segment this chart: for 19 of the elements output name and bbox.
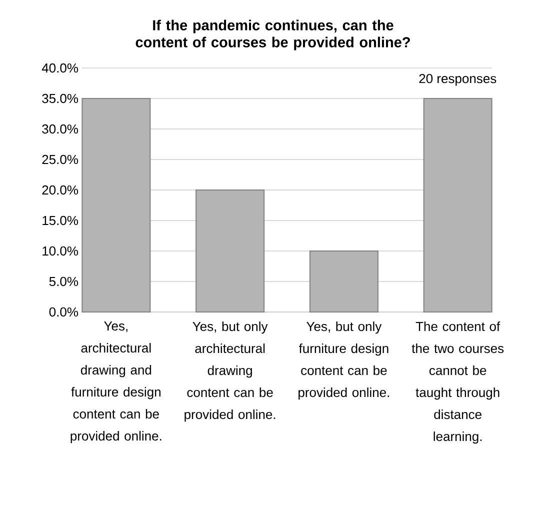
y-tick-label: 15.0%: [42, 216, 78, 226]
chart-title: If the pandemic continues, can the content of courses be provided online?: [136, 20, 410, 50]
bar: [196, 189, 265, 312]
bar: [423, 98, 492, 312]
annotation: 20 responses: [419, 74, 496, 86]
x-tick-label: Yes, but only architectural drawing content can be provided online.: [184, 322, 276, 422]
y-tick-label: 30.0%: [42, 124, 78, 134]
y-tick-label: 10.0%: [42, 246, 78, 256]
y-tick-label: 40.0%: [42, 63, 78, 73]
x-tick-label: The content of the two courses cannot be taught through distance learning.: [412, 322, 504, 444]
y-tick-label: 0.0%: [49, 307, 78, 317]
x-tick-label: Yes, architectural drawing and furniture design content can be provided online.: [70, 322, 162, 444]
x-tick-label: Yes, but only furniture design content can be provided online.: [298, 322, 389, 400]
y-tick-label: 35.0%: [42, 94, 78, 104]
y-tick-label: 20.0%: [42, 185, 78, 195]
bar: [82, 98, 151, 312]
bar: [309, 250, 378, 312]
y-tick-label: 5.0%: [49, 276, 78, 286]
y-tick-label: 25.0%: [42, 154, 78, 164]
